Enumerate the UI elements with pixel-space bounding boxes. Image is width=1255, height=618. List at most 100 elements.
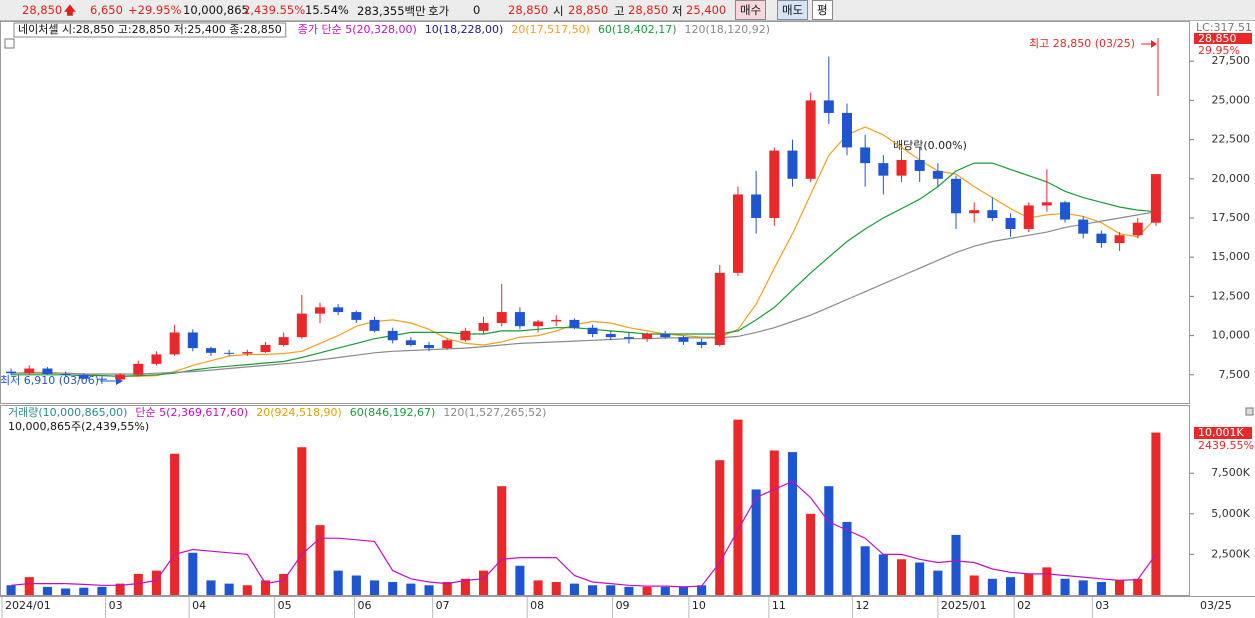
volume-bar	[279, 573, 289, 595]
candle-body	[914, 159, 925, 171]
candle-body	[1078, 219, 1089, 234]
volume-bar	[569, 583, 579, 595]
change: 6,650	[90, 3, 123, 17]
candle-body	[951, 178, 962, 214]
volume-bar	[624, 586, 634, 595]
candle-body	[369, 319, 380, 331]
candle-body	[533, 321, 544, 327]
x-tick-label: 12	[855, 599, 869, 612]
candle-body	[1150, 174, 1161, 223]
candle-body	[1023, 205, 1034, 229]
sell-button[interactable]: 매도	[777, 0, 809, 20]
last-pct-label: 29.95%	[1198, 44, 1240, 57]
candle-body	[1114, 235, 1125, 244]
volume-bar	[1024, 573, 1034, 595]
panel-icon[interactable]	[4, 38, 15, 49]
volume-bar	[315, 525, 325, 595]
panel-icon[interactable]	[1245, 407, 1254, 416]
candle-body	[1060, 202, 1071, 220]
candle-body	[551, 319, 562, 322]
buy-button[interactable]: 매수	[735, 0, 767, 20]
volume-panel	[0, 405, 1190, 596]
title-box	[13, 22, 287, 38]
candle-body	[496, 312, 507, 324]
chart-title: 네이처셀 시:28,850 고:28,850 저:25,400 종:28,850	[18, 23, 282, 36]
y-tick-label: 7,500	[1219, 368, 1251, 381]
eval-button[interactable]: 평	[812, 0, 833, 20]
ma-line	[11, 126, 1157, 377]
candle-body	[623, 337, 634, 339]
volume-bar	[860, 546, 870, 595]
volume-bar	[79, 587, 89, 595]
legend-item: 120(18,120,92)	[685, 23, 771, 36]
volume-bar	[1042, 567, 1052, 595]
candle-body	[333, 307, 344, 313]
volume-bar	[606, 585, 616, 595]
candle-body	[587, 327, 598, 335]
volume-bar	[479, 570, 489, 595]
high: 28,850	[628, 3, 669, 17]
x-tick-label: 02	[1017, 599, 1031, 612]
volume-bar	[388, 582, 398, 595]
legend-item: 60(846,192,67)	[350, 406, 436, 419]
candle-body	[478, 323, 489, 331]
candle-body	[115, 374, 126, 380]
low-label: 저	[672, 4, 683, 18]
volume-bar	[442, 582, 452, 595]
y-tick-label: 17,500	[1212, 211, 1251, 224]
candle-body	[605, 334, 616, 338]
candle-body	[660, 334, 671, 338]
candle-body	[42, 368, 53, 374]
volume-bar	[260, 580, 271, 595]
y-tick-label: 7,500K	[1211, 466, 1250, 479]
x-tick-label: 2025/01	[941, 599, 987, 612]
up-arrow: 🡅	[64, 3, 76, 17]
candle-body	[878, 163, 889, 176]
volume-bar	[24, 577, 34, 595]
event-annotation: 배당락(0.00%)	[893, 139, 967, 152]
volume-bar	[660, 586, 670, 595]
volume-bar	[369, 580, 380, 595]
candle-body	[987, 210, 998, 218]
legend-item: 10(18,228,00)	[425, 23, 504, 36]
candle-body	[805, 100, 816, 179]
volume-bar	[42, 586, 52, 595]
volume-bar	[61, 588, 71, 595]
candle-body	[442, 340, 453, 349]
candle-body	[751, 194, 762, 218]
x-tick-label: 03	[109, 599, 123, 612]
candle-body	[1132, 222, 1143, 236]
high-label: 고	[614, 4, 625, 18]
x-tick-label: 08	[530, 599, 544, 612]
volume-bar	[987, 578, 997, 595]
last-price-box	[1194, 33, 1252, 44]
candle-body	[969, 210, 980, 214]
volume-bar	[878, 554, 888, 595]
y-tick-label: 22,500	[1212, 133, 1251, 146]
volume-bar	[497, 486, 507, 595]
volume-bar	[351, 575, 361, 595]
candle-body	[460, 330, 471, 341]
legend-item: 종가 단순 5(20,328,00)	[298, 23, 417, 36]
volume-bar	[787, 452, 798, 595]
volume-bar	[115, 583, 125, 595]
last-volume-pct: 2439.55%	[1198, 439, 1254, 452]
volume-bar	[969, 575, 979, 595]
candle-body	[296, 313, 307, 338]
volume-bar	[1115, 580, 1125, 595]
candle-body	[642, 334, 653, 339]
y-tick-label: 2,500K	[1211, 547, 1250, 560]
volume-bar	[1005, 577, 1016, 595]
volume-bar	[715, 460, 725, 595]
candle-body	[96, 378, 107, 380]
candle-body	[278, 337, 289, 345]
candle-body	[841, 112, 852, 148]
x-tick-label: 07	[436, 599, 450, 612]
legend-item: 120(1,527,265,52)	[443, 406, 546, 419]
candle-body	[151, 354, 162, 364]
x-tick-label: 05	[278, 599, 292, 612]
volume-bar	[1151, 432, 1161, 595]
volume-bar	[97, 586, 107, 595]
x-tick-label: 11	[772, 599, 786, 612]
